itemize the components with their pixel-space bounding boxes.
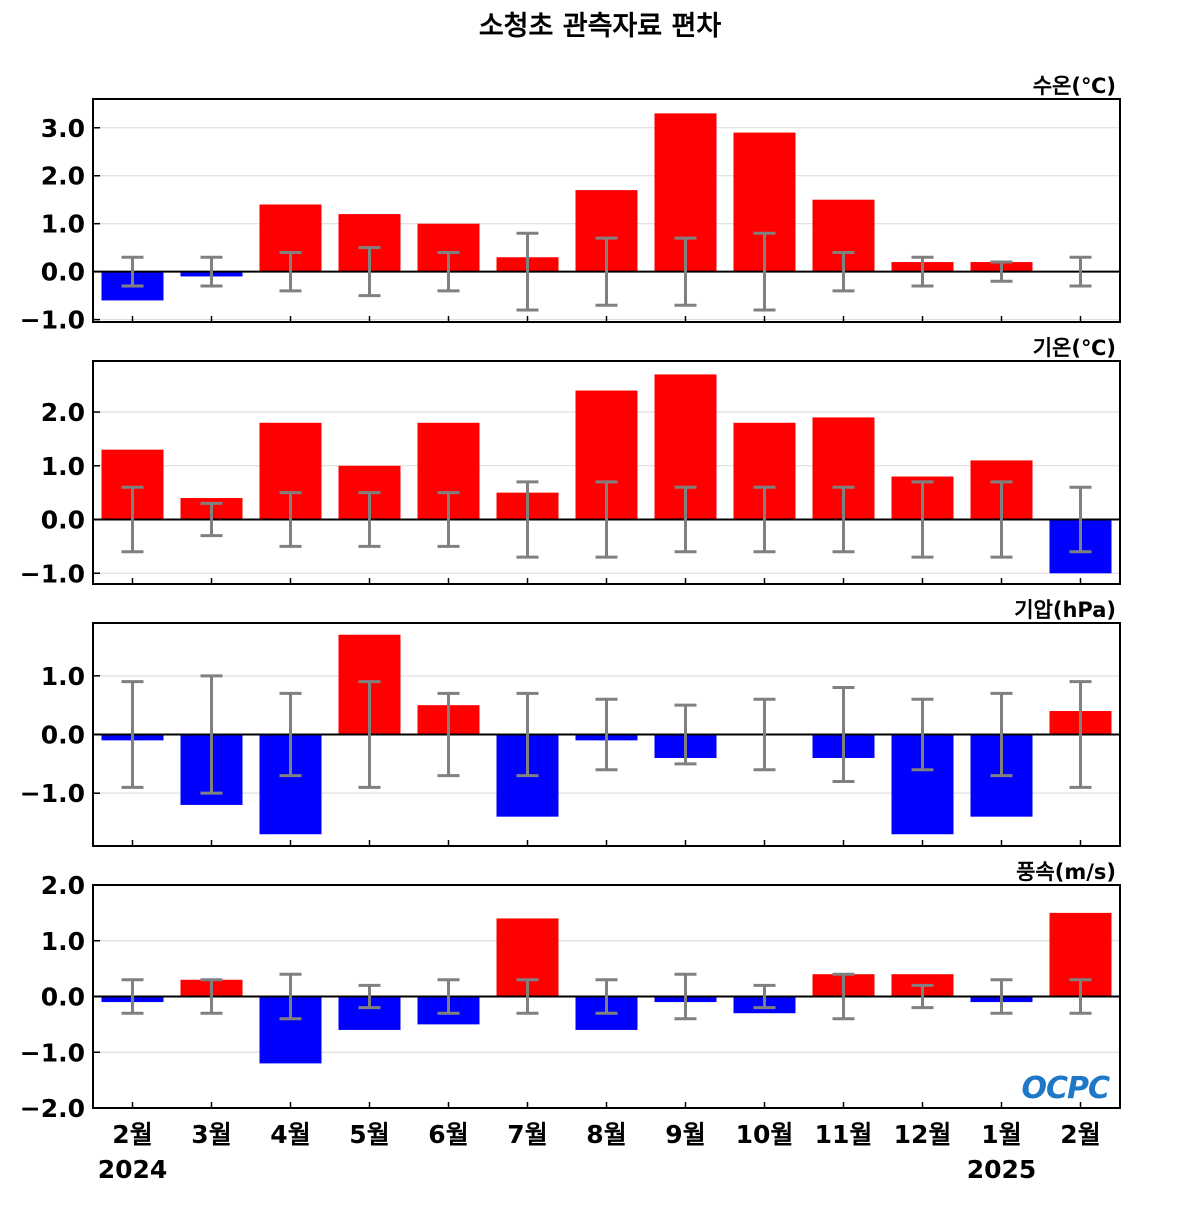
error-bar xyxy=(516,480,539,559)
y-tick-label: 2.0 xyxy=(41,871,85,900)
y-tick-label: 1.0 xyxy=(41,452,85,481)
y-tick-label: −1.0 xyxy=(20,559,85,588)
error-bar xyxy=(437,491,460,548)
error-bar xyxy=(990,260,1013,283)
error-bar xyxy=(121,255,144,288)
y-tick-label: 1.0 xyxy=(41,210,85,239)
y-tick-label: −2.0 xyxy=(20,1094,85,1123)
x-tick-label: 3월 xyxy=(191,1120,231,1149)
error-bar xyxy=(437,250,460,293)
error-bar xyxy=(753,485,776,554)
x-tick-label: 11월 xyxy=(815,1120,873,1149)
y-tick-label: 1.0 xyxy=(41,662,85,691)
chart-panel-3: −1.0 0.0 1.0 기압(hPa) xyxy=(20,598,1121,847)
y-tick-label: 0.0 xyxy=(41,258,85,287)
x-tick-label: 7월 xyxy=(507,1120,547,1149)
error-bar xyxy=(1069,255,1092,288)
error-bar xyxy=(279,691,302,778)
x-tick-label: 9월 xyxy=(665,1120,705,1149)
y-tick-label: 0.0 xyxy=(41,506,85,535)
y-tick-label: 2.0 xyxy=(41,162,85,191)
error-bar xyxy=(358,491,381,548)
error-bar xyxy=(279,250,302,293)
error-bar xyxy=(437,978,460,1015)
error-bar xyxy=(595,480,618,559)
error-bar xyxy=(279,972,302,1021)
error-bar xyxy=(358,246,381,298)
error-bar xyxy=(1069,978,1092,1015)
error-bar xyxy=(358,983,381,1010)
chart-panel-2: −1.0 0.0 1.0 2.0 기온(℃) xyxy=(20,336,1121,588)
error-bar xyxy=(1069,485,1092,554)
chart-title: 소청초 관측자료 편차 xyxy=(478,11,722,42)
error-bar xyxy=(516,691,539,778)
error-bar xyxy=(437,691,460,778)
error-bar xyxy=(911,697,934,772)
x-axis: 2월 3월 4월 5월 6월 7월 8월 9월 10월 11월 12월 1월 2월 2024 2025 xyxy=(98,1120,1101,1184)
error-bar xyxy=(911,480,934,559)
y-tick-label: 1.0 xyxy=(41,927,85,956)
error-bar xyxy=(832,972,855,1021)
error-bar xyxy=(121,978,144,1015)
panel-ylabel: 수온(℃) xyxy=(1033,74,1116,98)
error-bar xyxy=(832,686,855,783)
error-bar xyxy=(674,972,697,1021)
x-tick-label: 2월 xyxy=(112,1120,152,1149)
year-label: 2025 xyxy=(967,1155,1037,1184)
chart-panel-1: −1.0 0.0 1.0 2.0 3.0 수온(℃) xyxy=(20,74,1121,335)
panel-ylabel: 기온(℃) xyxy=(1033,336,1116,360)
error-bar xyxy=(990,480,1013,559)
error-bar xyxy=(121,680,144,789)
error-bar xyxy=(595,236,618,307)
ocpc-logo: OCPC xyxy=(1021,1071,1110,1106)
y-tick-label: 0.0 xyxy=(41,983,85,1012)
y-tick-label: 3.0 xyxy=(41,114,85,143)
x-tick-label: 8월 xyxy=(586,1120,626,1149)
x-tick-label: 10월 xyxy=(736,1120,794,1149)
y-tick-label: −1.0 xyxy=(20,779,85,808)
error-bar xyxy=(753,697,776,772)
error-bar xyxy=(595,978,618,1015)
error-bar xyxy=(516,978,539,1015)
error-bar xyxy=(911,255,934,288)
y-tick-label: 2.0 xyxy=(41,398,85,427)
y-tick-label: −1.0 xyxy=(20,1038,85,1067)
x-tick-label: 4월 xyxy=(270,1120,310,1149)
error-bar xyxy=(674,703,697,766)
chart-panel-4: −2.0 −1.0 0.0 1.0 2.0 풍속(m/s) xyxy=(20,860,1121,1123)
error-bar xyxy=(200,501,223,538)
error-bar xyxy=(832,250,855,293)
error-bar xyxy=(990,978,1013,1015)
error-bar xyxy=(200,978,223,1015)
error-bar xyxy=(279,491,302,548)
x-tick-label: 1월 xyxy=(981,1120,1021,1149)
x-tick-label: 12월 xyxy=(894,1120,952,1149)
year-label: 2024 xyxy=(98,1155,168,1184)
error-bar xyxy=(358,680,381,789)
y-tick-label: 0.0 xyxy=(41,721,85,750)
error-bar xyxy=(753,231,776,312)
x-tick-label: 6월 xyxy=(428,1120,468,1149)
error-bar xyxy=(832,485,855,554)
error-bar xyxy=(674,236,697,307)
error-bar xyxy=(595,697,618,772)
error-bar xyxy=(990,691,1013,778)
error-bar xyxy=(516,231,539,312)
error-bar xyxy=(674,485,697,554)
x-tick-label: 5월 xyxy=(349,1120,389,1149)
panel-ylabel: 풍속(m/s) xyxy=(1016,860,1116,884)
error-bar xyxy=(121,485,144,554)
panel-ylabel: 기압(hPa) xyxy=(1014,598,1116,622)
x-tick-label: 2월 xyxy=(1060,1120,1100,1149)
error-bar xyxy=(200,255,223,288)
y-tick-label: −1.0 xyxy=(20,306,85,335)
error-bar xyxy=(1069,680,1092,789)
error-bar xyxy=(200,674,223,795)
error-bar xyxy=(911,983,934,1010)
error-bar xyxy=(753,983,776,1010)
